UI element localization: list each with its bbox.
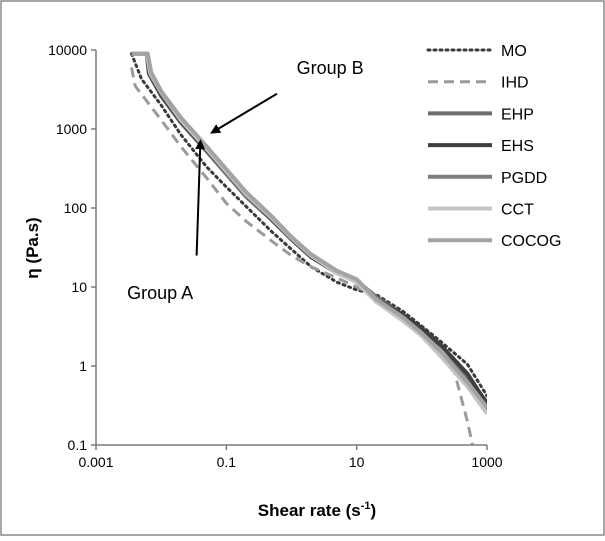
legend-label-ehs: EHS xyxy=(501,138,534,155)
x-tick-label: 0.001 xyxy=(78,454,113,470)
x-tick-label: 10 xyxy=(349,454,365,470)
annotation-arrow-group-b xyxy=(210,92,278,134)
legend-label-mo: MO xyxy=(501,43,527,60)
annotation-layer: Group B Group A xyxy=(127,58,364,303)
annotation-label-group-a: Group A xyxy=(127,283,193,303)
legend-label-ihd: IHD xyxy=(501,75,529,92)
legend-label-cocog: COCOG xyxy=(501,233,561,250)
series-line-mo xyxy=(130,52,487,398)
series-line-cocog xyxy=(131,51,487,409)
y-tick-label: 10000 xyxy=(48,42,87,58)
axes-layer xyxy=(91,49,488,450)
legend-label-cct: CCT xyxy=(501,202,534,219)
x-tick-label: 1000 xyxy=(471,454,502,470)
legend-label-ehp: EHP xyxy=(501,106,534,123)
legend: MO IHD EHP EHS PGDD CCT COCOG xyxy=(426,43,561,250)
legend-label-pgdd: PGDD xyxy=(501,170,547,187)
y-tick-label: 100 xyxy=(64,200,88,216)
annotation-arrow-group-a xyxy=(195,139,206,256)
y-tick-label: 10 xyxy=(71,279,87,295)
y-tick-label: 1000 xyxy=(56,121,87,137)
series-layer xyxy=(130,51,487,445)
series-line-ihd xyxy=(130,67,474,445)
y-tick-label: 0.1 xyxy=(68,437,88,453)
y-axis-title: η (Pa.s) xyxy=(23,217,42,278)
annotation-label-group-b: Group B xyxy=(297,58,364,78)
y-tick-label: 1 xyxy=(79,358,87,374)
x-tick-label: 0.1 xyxy=(217,454,237,470)
x-axis-title: Shear rate (s-1) xyxy=(258,500,376,520)
